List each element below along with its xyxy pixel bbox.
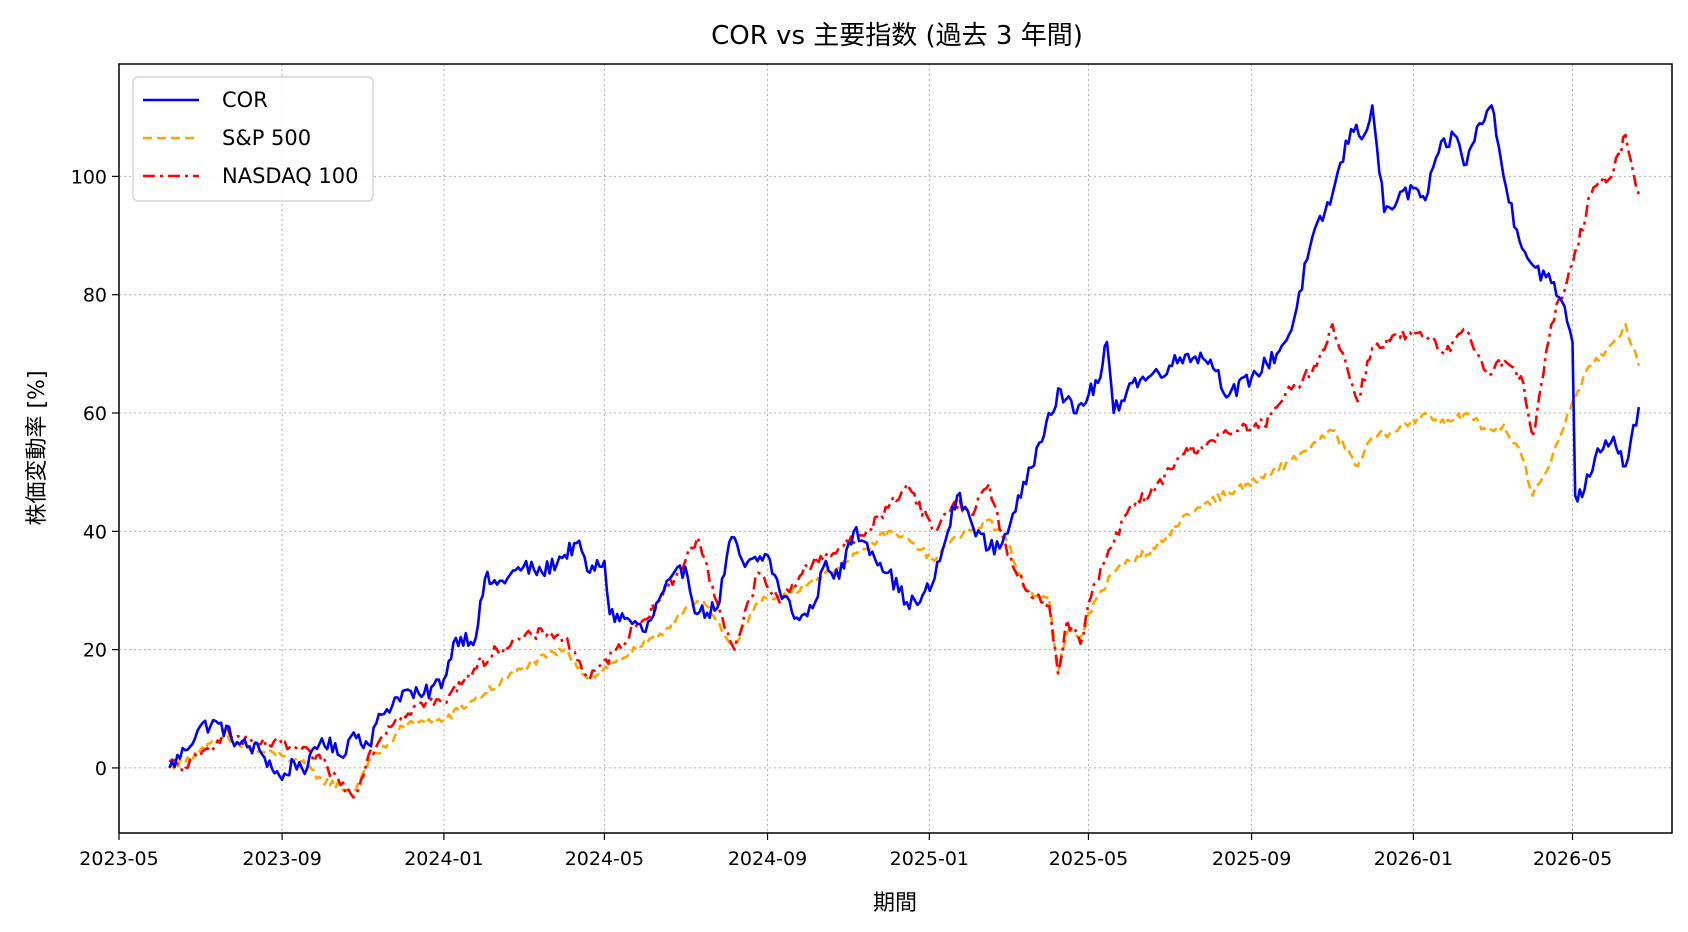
x-tick-label: 2025-09 xyxy=(1212,848,1291,870)
x-axis: 2023-05 2023-09 2024-01 2024-05 2024-09 2025-… xyxy=(79,833,1612,870)
x-tick-label: 2026-05 xyxy=(1533,848,1612,870)
y-tick-label: 60 xyxy=(83,403,107,425)
series-line-s-p-500 xyxy=(168,322,1641,793)
y-tick-label: 80 xyxy=(83,285,107,307)
x-axis-title: 期間 xyxy=(873,891,917,916)
y-tick-label: 20 xyxy=(83,640,107,662)
y-axis-title: 株価変動率 [%] xyxy=(25,370,50,525)
x-tick-label: 2024-09 xyxy=(728,848,807,870)
series-layer xyxy=(168,104,1641,799)
legend-box xyxy=(132,76,374,202)
y-tick-label: 0 xyxy=(95,758,107,780)
legend-label: S&P 500 xyxy=(222,126,311,150)
x-tick-label: 2026-01 xyxy=(1374,848,1453,870)
x-tick-label: 2025-01 xyxy=(890,848,969,870)
y-tick-label: 100 xyxy=(71,166,107,188)
x-tick-label: 2024-01 xyxy=(404,848,483,870)
chart-title: COR vs 主要指数 (過去 3 年間) xyxy=(711,21,1083,51)
x-tick-label: 2023-05 xyxy=(79,848,158,870)
legend-label: NASDAQ 100 xyxy=(222,164,359,188)
series-line-nasdaq-100 xyxy=(168,133,1641,799)
legend-label: COR xyxy=(222,88,268,112)
x-tick-label: 2023-09 xyxy=(242,848,321,870)
series-line-cor xyxy=(168,104,1641,782)
legend: COR S&P 500 NASDAQ 100 xyxy=(132,76,374,202)
x-tick-label: 2025-05 xyxy=(1049,848,1128,870)
plot-area-frame xyxy=(118,63,1673,834)
y-axis: 0 20 40 60 80 100 xyxy=(71,166,119,780)
y-tick-label: 40 xyxy=(83,521,107,543)
x-tick-label: 2024-05 xyxy=(565,848,644,870)
